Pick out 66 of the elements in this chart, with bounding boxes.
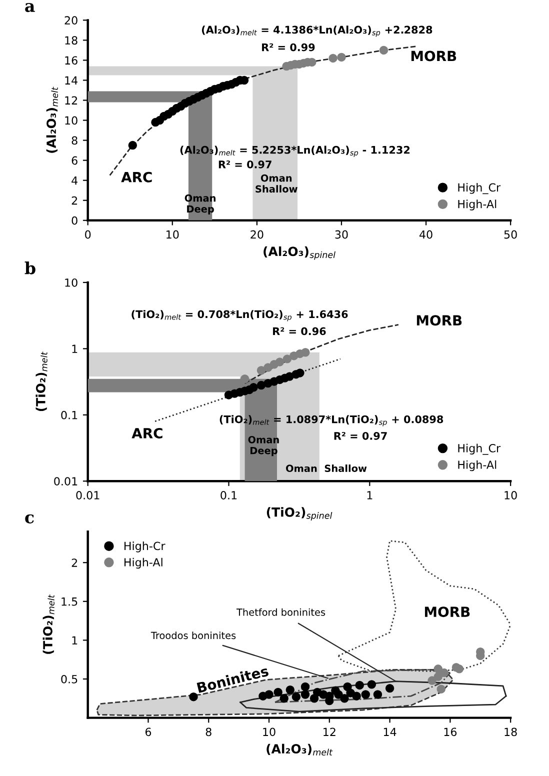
- x-tick-label: 16: [444, 728, 457, 736]
- annotation: Oman Shallow: [286, 464, 367, 472]
- annotation: R² = 0.99: [262, 43, 315, 52]
- x-tick-label: 40: [420, 230, 432, 239]
- chart-title: a: [25, 2, 35, 12]
- y-axis-title: (Al₂O₃)$_{melt}$: [46, 86, 58, 153]
- annotation: R² = 0.97: [218, 160, 272, 168]
- x-tick-label: 50: [504, 230, 517, 239]
- legend-label: High-Cr: [124, 542, 166, 552]
- x-tick-label: 20: [250, 230, 264, 239]
- annotation: MORB: [424, 606, 470, 618]
- annotation: (Al₂O₃)$_{melt}$ = 4.1386*Ln(Al₂O₃)$_{sp}$ +2.2828: [202, 26, 432, 37]
- x-axis-title: (TiO₂)$_{spinel}$: [266, 507, 332, 521]
- annotation: Troodos boninites: [150, 632, 236, 640]
- legend-label: High_Cr: [458, 183, 501, 194]
- annotation: MORB: [411, 50, 456, 62]
- x-tick-label: 10: [263, 728, 276, 736]
- x-tick-label: 12: [324, 728, 336, 736]
- x-tick-label: 0: [85, 230, 91, 239]
- y-tick-label: 0.5: [61, 674, 78, 684]
- annotation: (TiO₂)$_{melt}$ = 1.0897*Ln(TiO₂)$_{sp}$ + 0.0898: [220, 415, 444, 426]
- annotation: R² = 0.97: [334, 432, 387, 440]
- y-tick-label: 0.1: [61, 410, 78, 420]
- y-tick-label: 2: [72, 196, 78, 205]
- y-axis-title: (TiO₂)$_{melt}$: [36, 352, 48, 412]
- x-tick-label: 10: [504, 491, 517, 500]
- annotation: ARC: [132, 428, 162, 438]
- legend-label: High-Al: [458, 200, 496, 210]
- x-axis-title: (Al₂O₃)$_{melt}$: [266, 744, 333, 756]
- y-tick-label: 14: [65, 76, 78, 84]
- x-tick-label: 14: [384, 728, 396, 736]
- y-tick-label: 0: [72, 216, 78, 225]
- y-tick-label: 8: [72, 136, 78, 145]
- y-tick-label: 1: [72, 344, 78, 353]
- y-tick-label: 0.01: [54, 477, 78, 486]
- y-tick-label: 16: [65, 56, 78, 65]
- y-tick-label: 4: [72, 176, 78, 185]
- y-tick-label: 1: [72, 636, 78, 644]
- y-tick-label: 2: [72, 558, 78, 567]
- y-tick-label: 10: [65, 278, 78, 287]
- annotation: Thetford boninites: [236, 608, 326, 616]
- annotation: Oman Shallow: [256, 174, 298, 193]
- chart-title: b: [24, 261, 36, 274]
- y-tick-label: 6: [72, 156, 78, 165]
- x-tick-label: 10: [166, 230, 179, 239]
- annotation: ARC: [121, 172, 152, 182]
- y-tick-label: 10: [65, 116, 78, 125]
- x-axis-title: (Al₂O₃)$_{spinel}$: [264, 246, 336, 260]
- y-tick-label: 20: [64, 16, 78, 25]
- y-tick-label: 18: [65, 36, 78, 45]
- y-tick-label: 1.5: [62, 598, 78, 606]
- y-axis-title: (TiO₂)$_{melt}$: [42, 594, 54, 654]
- chart-title: c: [25, 514, 34, 524]
- x-tick-label: 8: [206, 728, 212, 736]
- x-tick-label: 30: [335, 230, 348, 239]
- legend-label: High-Al: [458, 460, 496, 472]
- x-tick-label: 6: [145, 728, 152, 736]
- y-tick-label: 12: [65, 96, 78, 104]
- x-tick-label: 0.1: [220, 491, 237, 500]
- x-tick-label: 1: [367, 491, 372, 500]
- annotation: (TiO₂)$_{melt}$ = 0.708*Ln(TiO₂)$_{sp}$ + 1.6436: [132, 310, 348, 322]
- x-tick-label: 18: [504, 728, 517, 736]
- legend-label: High-Al: [124, 558, 162, 569]
- annotation: R² = 0.96: [273, 327, 326, 336]
- legend-label: High_Cr: [458, 444, 501, 455]
- annotation: MORB: [416, 315, 462, 326]
